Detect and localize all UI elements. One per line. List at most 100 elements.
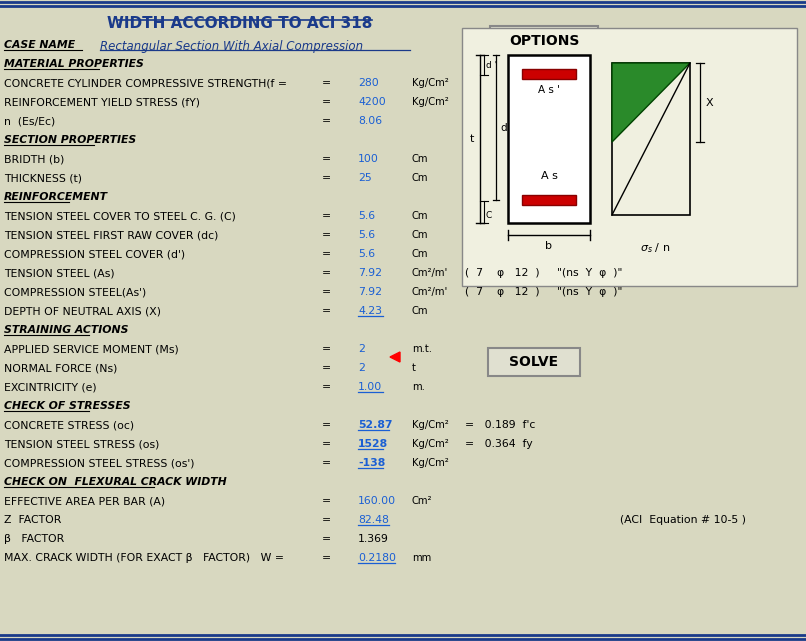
Text: Kg/Cm²: Kg/Cm² [412, 439, 449, 449]
Text: EXCINTRICITY (e): EXCINTRICITY (e) [4, 382, 97, 392]
Text: A s ': A s ' [538, 85, 560, 95]
Text: t: t [470, 134, 474, 144]
Text: WIDTH ACCORDING TO ACI 318: WIDTH ACCORDING TO ACI 318 [107, 16, 372, 31]
Text: 2: 2 [358, 344, 365, 354]
Text: Kg/Cm²: Kg/Cm² [412, 78, 449, 88]
Text: =: = [322, 154, 330, 164]
Text: Cm: Cm [412, 173, 429, 183]
Text: b: b [546, 241, 552, 251]
Text: APPLIED SERVICE MOMENT (Ms): APPLIED SERVICE MOMENT (Ms) [4, 344, 179, 354]
Text: Cm: Cm [412, 306, 429, 316]
Text: TENSION STEEL STRESS (os): TENSION STEEL STRESS (os) [4, 439, 160, 449]
Text: Cm: Cm [412, 154, 429, 164]
Text: COMPRESSION STEEL(As'): COMPRESSION STEEL(As') [4, 287, 146, 297]
Text: =: = [322, 268, 330, 278]
Text: 82.48: 82.48 [358, 515, 388, 525]
Text: 160.00: 160.00 [358, 496, 396, 506]
Text: Z  FACTOR: Z FACTOR [4, 515, 61, 525]
Text: 25: 25 [358, 173, 372, 183]
Text: Cm: Cm [412, 230, 429, 240]
Text: =: = [322, 78, 330, 88]
Text: 52.87: 52.87 [358, 420, 393, 430]
Text: =: = [322, 439, 330, 449]
Text: CASE NAME: CASE NAME [4, 40, 75, 50]
Text: 5.6: 5.6 [358, 230, 375, 240]
Text: 4200: 4200 [358, 97, 386, 107]
Text: (  7    φ   12  )     "(ns  Y  φ  )": ( 7 φ 12 ) "(ns Y φ )" [465, 287, 622, 297]
Text: =   0.364  fy: = 0.364 fy [465, 439, 533, 449]
Text: TENSION STEEL COVER TO STEEL C. G. (C): TENSION STEEL COVER TO STEEL C. G. (C) [4, 211, 236, 221]
Text: 100: 100 [358, 154, 379, 164]
Bar [522, 195, 576, 205]
Text: =: = [322, 249, 330, 259]
Bar [522, 69, 576, 79]
Text: COMPRESSION STEEL STRESS (os'): COMPRESSION STEEL STRESS (os') [4, 458, 194, 468]
Text: (ACI  Equation # 10-5 ): (ACI Equation # 10-5 ) [620, 515, 746, 525]
Text: THICKNESS (t): THICKNESS (t) [4, 173, 82, 183]
Text: (  7    φ   12  )     "(ns  Y  φ  )": ( 7 φ 12 ) "(ns Y φ )" [465, 268, 622, 278]
Text: COMPRESSION STEEL COVER (d'): COMPRESSION STEEL COVER (d') [4, 249, 185, 259]
Text: 280: 280 [358, 78, 379, 88]
Polygon shape [612, 63, 690, 142]
Text: SECTION PROPERTIES: SECTION PROPERTIES [4, 135, 136, 145]
Text: MATERIAL PROPERTIES: MATERIAL PROPERTIES [4, 59, 144, 69]
Text: Cm: Cm [412, 211, 429, 221]
Text: =: = [322, 116, 330, 126]
Text: d ': d ' [486, 60, 497, 69]
Text: =: = [322, 553, 330, 563]
Text: =: = [322, 97, 330, 107]
Text: Kg/Cm²: Kg/Cm² [412, 420, 449, 430]
Text: =: = [322, 534, 330, 544]
Text: TENSION STEEL (As): TENSION STEEL (As) [4, 268, 114, 278]
Text: mm: mm [412, 553, 431, 563]
Text: Kg/Cm²: Kg/Cm² [412, 97, 449, 107]
FancyBboxPatch shape [488, 348, 580, 376]
Text: C: C [486, 210, 492, 219]
Bar [612, 63, 690, 215]
Text: $\sigma_s$ / n: $\sigma_s$ / n [640, 241, 670, 255]
Text: n  (Es/Ec): n (Es/Ec) [4, 116, 56, 126]
Text: REINFORCEMENT: REINFORCEMENT [4, 192, 108, 202]
Text: =: = [322, 230, 330, 240]
Text: =: = [322, 496, 330, 506]
Text: 0.2180: 0.2180 [358, 553, 396, 563]
FancyBboxPatch shape [490, 26, 598, 56]
Text: 4.23: 4.23 [358, 306, 382, 316]
Text: CONCRETE STRESS (oc): CONCRETE STRESS (oc) [4, 420, 134, 430]
Text: =   0.189  f'c: = 0.189 f'c [465, 420, 535, 430]
Text: Cm: Cm [412, 249, 429, 259]
Text: m.: m. [412, 382, 425, 392]
Text: Kg/Cm²: Kg/Cm² [412, 458, 449, 468]
Text: 5.6: 5.6 [358, 249, 375, 259]
Text: CONCRETE CYLINDER COMPRESSIVE STRENGTH(f =: CONCRETE CYLINDER COMPRESSIVE STRENGTH(f… [4, 78, 287, 88]
Text: Rectangular Section With Axial Compression: Rectangular Section With Axial Compressi… [100, 40, 364, 53]
Text: =: = [322, 458, 330, 468]
Text: Cm²/m': Cm²/m' [412, 268, 448, 278]
Text: m.t.: m.t. [412, 344, 432, 354]
Text: =: = [322, 211, 330, 221]
Text: 8.06: 8.06 [358, 116, 382, 126]
Text: DEPTH OF NEUTRAL AXIS (X): DEPTH OF NEUTRAL AXIS (X) [4, 306, 161, 316]
Text: 7.92: 7.92 [358, 268, 382, 278]
Text: =: = [322, 287, 330, 297]
Text: Cm²: Cm² [412, 496, 433, 506]
Text: 7.92: 7.92 [358, 287, 382, 297]
Text: Cm²/m': Cm²/m' [412, 287, 448, 297]
Text: BRIDTH (b): BRIDTH (b) [4, 154, 64, 164]
Text: =: = [322, 363, 330, 373]
Text: CHECK ON  FLEXURAL CRACK WIDTH: CHECK ON FLEXURAL CRACK WIDTH [4, 477, 226, 487]
Text: =: = [322, 306, 330, 316]
Text: A s: A s [541, 171, 558, 181]
Text: =: = [322, 515, 330, 525]
Text: 1528: 1528 [358, 439, 388, 449]
Text: CHECK OF STRESSES: CHECK OF STRESSES [4, 401, 131, 411]
Text: 1.00: 1.00 [358, 382, 382, 392]
Text: OPTIONS: OPTIONS [509, 34, 580, 48]
Bar [462, 28, 797, 286]
Text: =: = [322, 420, 330, 430]
Text: 5.6: 5.6 [358, 211, 375, 221]
Text: =: = [322, 173, 330, 183]
Text: TENSION STEEL FIRST RAW COVER (dc): TENSION STEEL FIRST RAW COVER (dc) [4, 230, 218, 240]
Text: t: t [412, 363, 416, 373]
Text: NORMAL FORCE (Ns): NORMAL FORCE (Ns) [4, 363, 118, 373]
